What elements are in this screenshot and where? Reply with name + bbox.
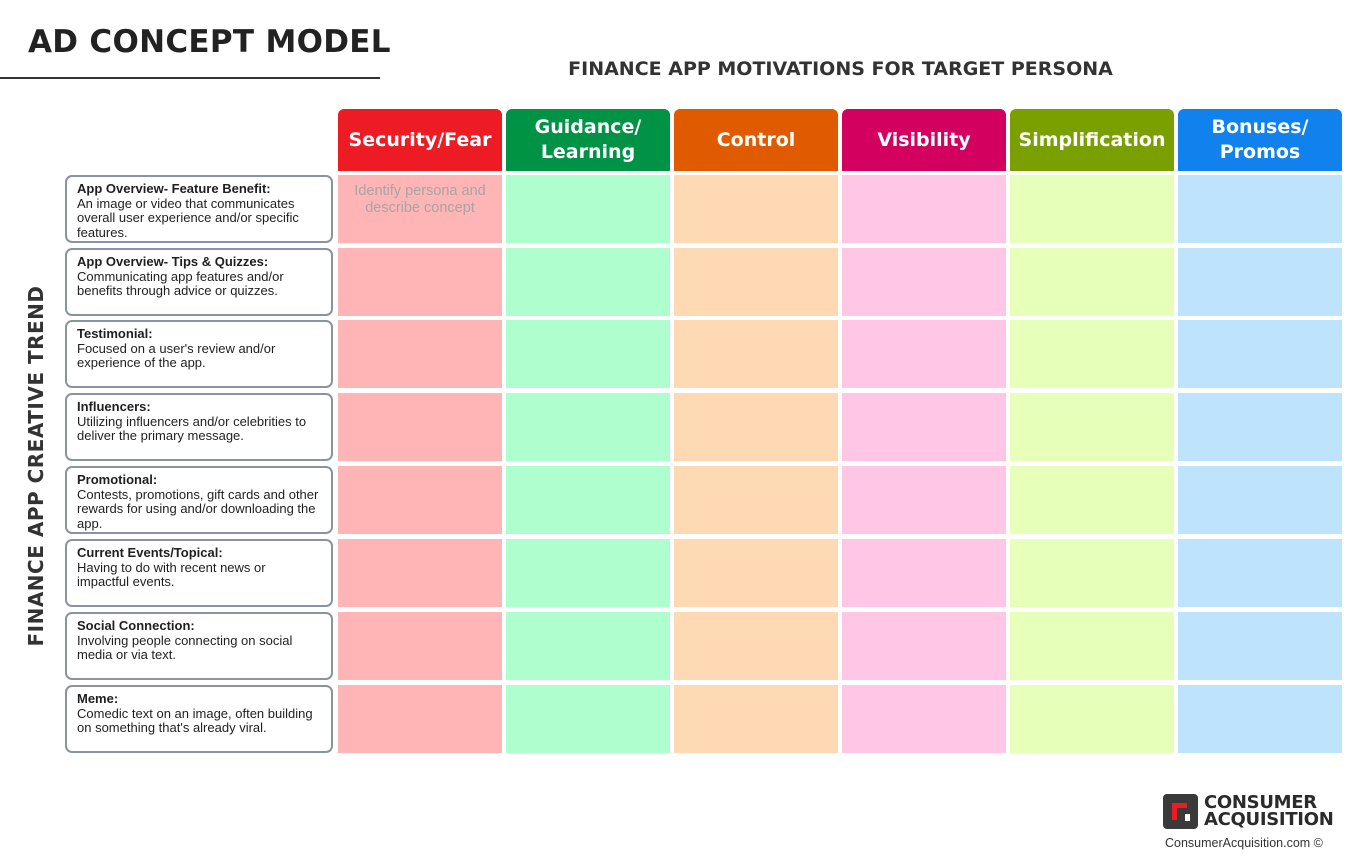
page-title: AD CONCEPT MODEL bbox=[28, 24, 391, 60]
trend-name: Meme: bbox=[77, 691, 119, 706]
matrix-cell bbox=[1010, 393, 1174, 461]
column-header-5: Simplification bbox=[1010, 109, 1174, 171]
consumer-acquisition-logo: CONSUMER ACQUISITION ConsumerAcquisition… bbox=[1163, 792, 1334, 854]
matrix-cell bbox=[674, 248, 838, 316]
matrix-cell bbox=[338, 393, 502, 461]
trend-description: Involving people connecting on social me… bbox=[77, 632, 293, 662]
trend-description: Utilizing influencers and/or celebrities… bbox=[77, 413, 307, 443]
matrix-cell bbox=[1010, 612, 1174, 680]
matrix-cell bbox=[338, 539, 502, 607]
matrix-cell bbox=[506, 320, 670, 388]
trend-name: Promotional: bbox=[77, 472, 158, 487]
column-header-2: Guidance/ Learning bbox=[506, 109, 670, 171]
matrix-cell bbox=[1010, 466, 1174, 534]
logo-mark-icon bbox=[1163, 794, 1198, 829]
matrix-cell bbox=[842, 175, 1006, 243]
matrix-cell bbox=[842, 612, 1006, 680]
matrix-cell bbox=[674, 685, 838, 753]
matrix-cell bbox=[1010, 539, 1174, 607]
matrix-cell bbox=[1010, 320, 1174, 388]
trend-row-label: Social Connection: Involving people conne… bbox=[65, 612, 333, 680]
matrix-cell bbox=[1178, 248, 1342, 316]
trend-name: Current Events/Topical: bbox=[77, 545, 223, 560]
title-divider bbox=[0, 77, 380, 79]
matrix-cell bbox=[842, 466, 1006, 534]
trend-description: Comedic text on an image, often building… bbox=[77, 705, 313, 735]
matrix-cell bbox=[338, 612, 502, 680]
matrix-cell bbox=[1178, 685, 1342, 753]
trend-description: Having to do with recent news or impactf… bbox=[77, 559, 266, 589]
creative-trend-axis-label: FINANCE APP CREATIVE TREND bbox=[24, 285, 48, 647]
matrix-cell bbox=[338, 248, 502, 316]
matrix-cell bbox=[842, 685, 1006, 753]
matrix-cell bbox=[1178, 612, 1342, 680]
matrix-cell bbox=[842, 248, 1006, 316]
matrix-cell bbox=[506, 685, 670, 753]
matrix-cell bbox=[674, 393, 838, 461]
trend-row-label: Current Events/Topical: Having to do with… bbox=[65, 539, 333, 607]
matrix-cell bbox=[506, 393, 670, 461]
logo-url: ConsumerAcquisition.com © bbox=[1165, 836, 1323, 850]
column-header-6: Bonuses/ Promos bbox=[1178, 109, 1342, 171]
matrix-cell bbox=[506, 248, 670, 316]
trend-description: Contests, promotions, gift cards and oth… bbox=[77, 486, 319, 531]
matrix-cell bbox=[1178, 466, 1342, 534]
matrix-cell bbox=[1178, 393, 1342, 461]
matrix-cell bbox=[1010, 685, 1174, 753]
cell-placeholder-text: Identify persona and describe concept bbox=[354, 183, 486, 216]
matrix-cell bbox=[1178, 175, 1342, 243]
matrix-cell bbox=[1178, 320, 1342, 388]
trend-description: Communicating app features and/or benefi… bbox=[77, 268, 284, 298]
column-header-3: Control bbox=[674, 109, 838, 171]
trend-row-label: App Overview- Feature Benefit: An image o… bbox=[65, 175, 333, 243]
matrix-cell bbox=[674, 612, 838, 680]
trend-name: Influencers: bbox=[77, 399, 151, 414]
matrix-cell bbox=[674, 320, 838, 388]
trend-row-label: Promotional: Contests, promotions, gift c… bbox=[65, 466, 333, 534]
matrix-cell bbox=[338, 320, 502, 388]
matrix-cell bbox=[842, 393, 1006, 461]
matrix-cell bbox=[674, 539, 838, 607]
matrix-cell bbox=[506, 539, 670, 607]
trend-description: An image or video that communicates over… bbox=[77, 195, 299, 240]
matrix-cell bbox=[1010, 248, 1174, 316]
matrix-cell bbox=[338, 685, 502, 753]
trend-row-label: Testimonial: Focused on a user's review a… bbox=[65, 320, 333, 388]
trend-name: Testimonial: bbox=[77, 326, 153, 341]
matrix-cell bbox=[674, 466, 838, 534]
trend-name: Social Connection: bbox=[77, 618, 195, 633]
matrix-cell bbox=[1178, 539, 1342, 607]
trend-row-label: Influencers: Utilizing influencers and/or… bbox=[65, 393, 333, 461]
matrix-cell bbox=[842, 320, 1006, 388]
trend-name: App Overview- Feature Benefit: bbox=[77, 181, 271, 196]
matrix-cell bbox=[842, 539, 1006, 607]
trend-row-label: Meme: Comedic text on an image, often bui… bbox=[65, 685, 333, 753]
column-header-4: Visibility bbox=[842, 109, 1006, 171]
matrix-cell bbox=[1010, 175, 1174, 243]
trend-row-label: App Overview- Tips & Quizzes: Communicati… bbox=[65, 248, 333, 316]
trend-description: Focused on a user's review and/or experi… bbox=[77, 340, 276, 370]
motivations-heading: FINANCE APP MOTIVATIONS FOR TARGET PERSO… bbox=[568, 58, 1113, 80]
matrix-cell bbox=[506, 466, 670, 534]
matrix-cell bbox=[674, 175, 838, 243]
matrix-cell: Identify persona and describe concept bbox=[338, 175, 502, 243]
trend-name: App Overview- Tips & Quizzes: bbox=[77, 254, 269, 269]
matrix-cell bbox=[338, 466, 502, 534]
logo-text-line2: ACQUISITION bbox=[1204, 809, 1334, 830]
matrix-cell bbox=[506, 175, 670, 243]
matrix-cell bbox=[506, 612, 670, 680]
column-header-1: Security/Fear bbox=[338, 109, 502, 171]
logo-text-line1: CONSUMER bbox=[1204, 792, 1317, 813]
